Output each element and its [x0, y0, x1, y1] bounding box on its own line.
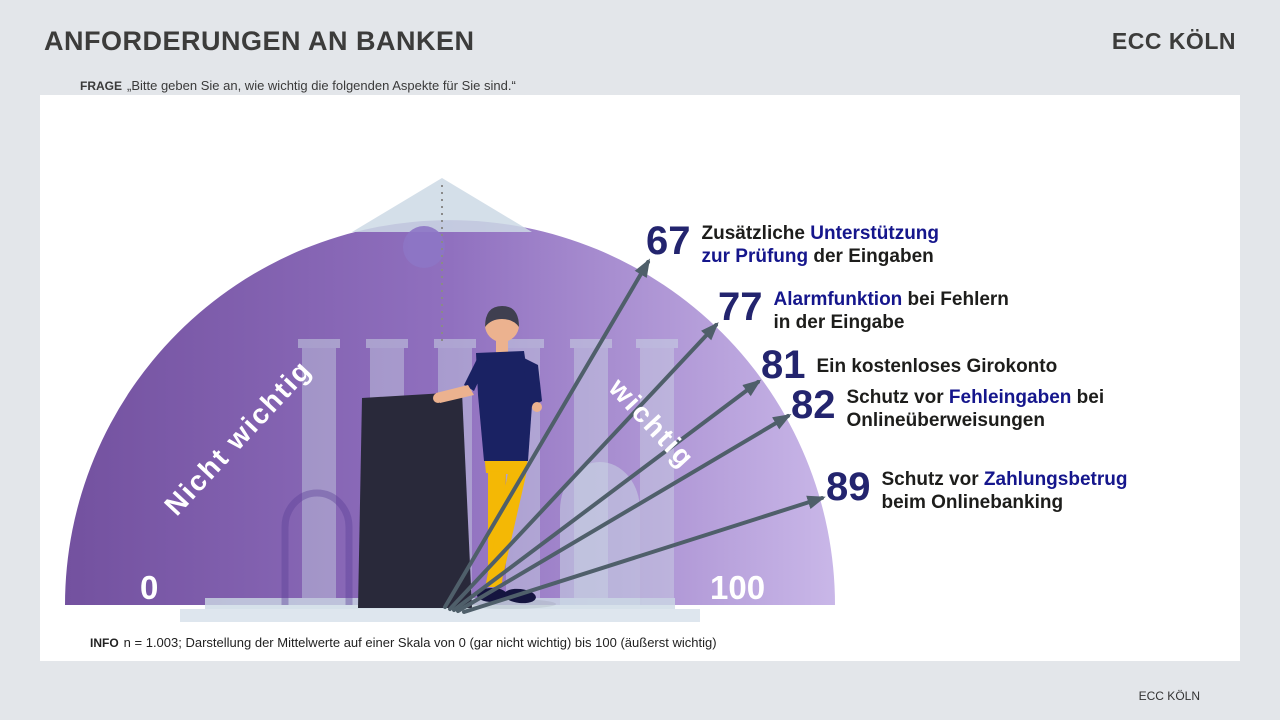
gauge-max-value: 100: [710, 569, 766, 606]
gauge-graphic: [65, 178, 835, 622]
ecc-koeln-logo: ECC KÖLN: [1111, 28, 1236, 54]
page-title: ANFORDERUNGEN AN BANKEN: [44, 26, 475, 56]
annotation-label-67: Zusätzliche Unterstützung zur Prüfung de…: [701, 223, 940, 267]
gauge-annotation-89: 89 Schutz vor Zahlungsbetrug beim Online…: [826, 467, 1127, 514]
annotation-label-81: Ein kostenloses Girokonto: [816, 356, 1058, 377]
gauge-min-value: 0: [140, 569, 159, 606]
chart-card: Nicht wichtig wichtig 0 100 67 Zusätzlic…: [40, 95, 1240, 661]
value-82: 82: [791, 383, 836, 427]
annotation-label-77: Alarmfunktion bei Fehlern in der Eingabe: [773, 289, 1009, 333]
question-text: „Bitte geben Sie an, wie wichtig die fol…: [127, 78, 516, 93]
annotation-label-82: Schutz vor Fehleingaben bei Onlineüberwe…: [846, 387, 1105, 431]
gauge-arrows: [443, 258, 826, 614]
value-89: 89: [826, 465, 871, 509]
info-label: INFO: [90, 636, 119, 650]
info-line: INFO n = 1.003; Darstellung der Mittelwer…: [90, 635, 717, 650]
question-label: FRAGE: [80, 79, 122, 93]
gauge-annotation-82: 82 Schutz vor Fehleingaben bei Onlineübe…: [791, 385, 1104, 432]
gauge-annotation-77: 77 Alarmfunktion bei Fehlern in der Eing…: [718, 287, 1009, 334]
info-text: n = 1.003; Darstellung der Mittelwerte a…: [123, 635, 717, 650]
gauge-annotation-67: 67 Zusätzliche Unterstützung zur Prüfung…: [646, 221, 939, 268]
footer-brand: ECC KÖLN: [1138, 689, 1200, 703]
value-77: 77: [718, 285, 763, 329]
value-67: 67: [646, 219, 691, 263]
value-81: 81: [761, 343, 806, 387]
annotation-label-89: Schutz vor Zahlungsbetrug beim Onlineban…: [881, 469, 1128, 513]
gauge-annotation-81: 81 Ein kostenloses Girokonto: [761, 345, 1057, 385]
question-line: FRAGE „Bitte geben Sie an, wie wichtig di…: [80, 78, 516, 93]
